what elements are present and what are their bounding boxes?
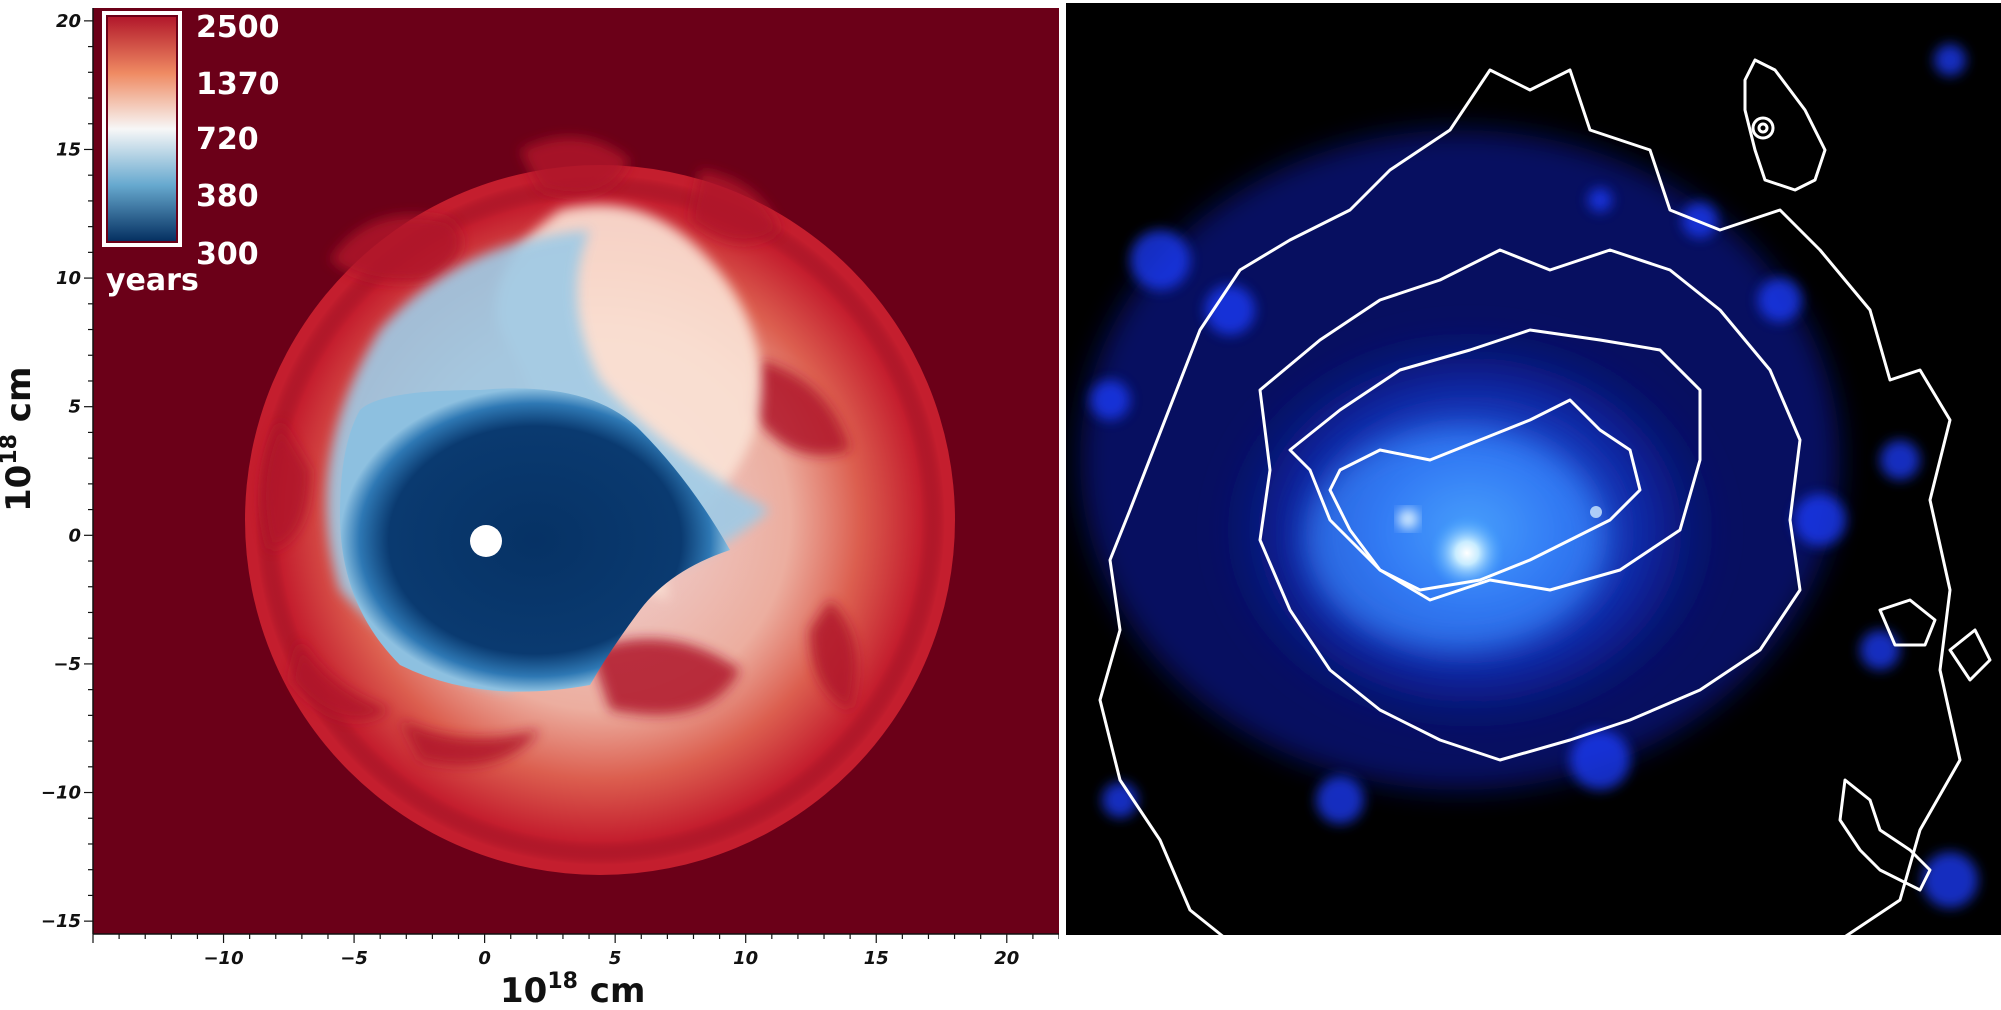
x-tick-label: 10 <box>733 948 758 969</box>
contour-ne-ring-2 <box>1757 122 1769 134</box>
bright-core <box>1429 515 1505 591</box>
contour-core <box>1328 398 1642 592</box>
contour-se-fragment <box>1838 778 1932 892</box>
contour-outer <box>1098 68 1962 1010</box>
panel-divider <box>1059 0 1066 1010</box>
x-tick-label: −10 <box>203 948 243 969</box>
colorbar-label-300: 300 <box>196 237 259 272</box>
x-tick-label: −5 <box>340 948 368 969</box>
x-tick-label: 0 <box>478 948 491 969</box>
colorbar-label-1370: 1370 <box>196 67 280 102</box>
y-tick-label: 0 <box>68 525 81 546</box>
contour-ne-ring-1 <box>1751 116 1775 140</box>
y-tick-label: 15 <box>56 139 81 160</box>
right-panel-xray-image <box>1066 3 2001 1010</box>
y-tick-label: 10 <box>56 268 81 289</box>
noise-blobs <box>1090 44 1978 908</box>
contour-e-fragment <box>1878 598 1937 647</box>
xray-emission <box>1080 44 1978 908</box>
contour-ne-source <box>1743 58 1827 192</box>
contour-middle <box>1258 248 1802 762</box>
contour-inner <box>1288 328 1702 602</box>
central-source-marker <box>470 525 502 557</box>
point-source-1 <box>1398 509 1418 529</box>
y-tick-label: −15 <box>41 911 81 932</box>
x-axis-ticks: −10 −5 0 5 10 15 20 <box>92 934 1060 969</box>
turbulent-filaments <box>262 137 857 766</box>
y-axis-title: 1018 cm <box>0 367 39 512</box>
simulation-image <box>245 137 955 875</box>
inner-cavity <box>340 388 730 692</box>
contour-far-east-fragment <box>1948 628 1992 682</box>
colorbar: 2500 1370 720 380 300 years <box>102 10 280 298</box>
x-tick-label: 5 <box>609 948 622 969</box>
x-tick-label: 15 <box>864 948 889 969</box>
y-tick-label: −10 <box>41 783 81 804</box>
y-tick-label: 5 <box>68 397 81 418</box>
colorbar-label-2500: 2500 <box>196 10 280 45</box>
colorbar-gradient <box>108 17 176 241</box>
radio-contours <box>1098 58 1992 1010</box>
left-panel-simulation: 2500 1370 720 380 300 years −10 −5 0 5 10 15 2… <box>0 8 1060 1010</box>
colorbar-frame <box>102 11 182 247</box>
y-axis-ticks: 20 15 10 5 0 −5 −10 −15 <box>41 11 93 932</box>
point-source-2 <box>1590 506 1602 518</box>
colorbar-label-380: 380 <box>196 179 259 214</box>
x-tick-label: 20 <box>994 948 1019 969</box>
y-tick-label: −5 <box>53 654 81 675</box>
y-tick-label: 20 <box>56 11 81 32</box>
colorbar-unit: years <box>106 263 199 298</box>
x-axis-title: 1018 cm <box>500 969 645 1010</box>
colorbar-label-720: 720 <box>196 122 259 157</box>
